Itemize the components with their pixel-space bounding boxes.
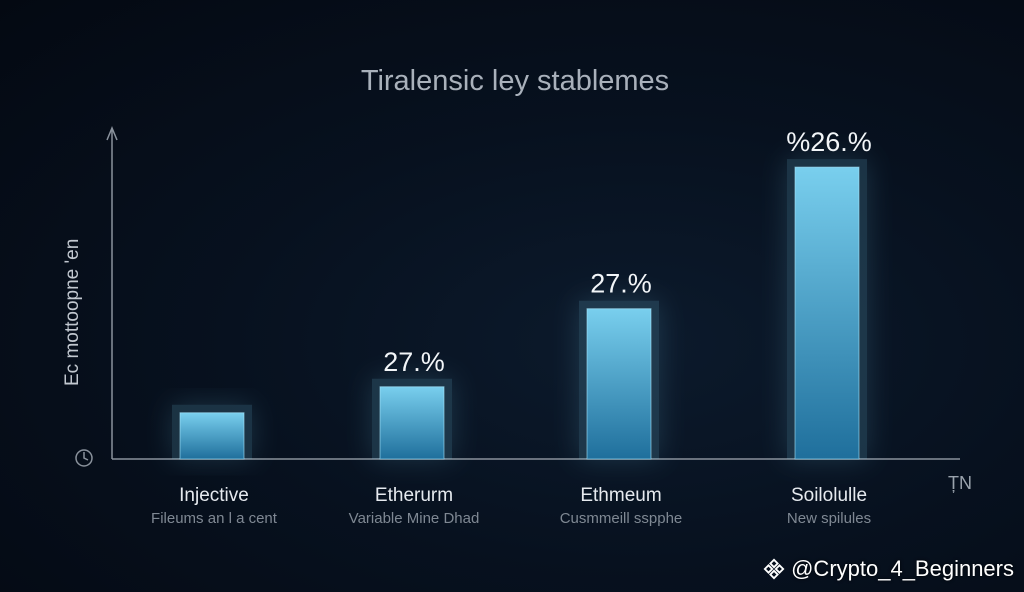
- chart-title: Tiralensic ley stablemes: [361, 65, 669, 97]
- bar-value-label: 27.%: [590, 269, 652, 299]
- clock-icon: [75, 449, 93, 467]
- x-tick-sublabel: Fileums an l a cent: [151, 510, 278, 527]
- bars-group: [172, 159, 867, 460]
- watermark: @Crypto_4_Beginners: [763, 556, 1014, 582]
- x-tick-sublabel: Cusmmeill sspphe: [560, 510, 683, 527]
- binance-logo-icon: [763, 558, 785, 580]
- x-tick-sublabel: New spilules: [787, 510, 871, 527]
- y-axis-label: Ec mottoopne 'en: [62, 239, 83, 386]
- x-tick-label: Injective: [179, 485, 249, 506]
- bar-etherurm: [379, 386, 445, 460]
- y-axis-arrow: [106, 126, 118, 141]
- x-tick-label: Soilolulle: [791, 485, 867, 506]
- labels-group: Injective Fileums an l a cent 27.% Etherurm…: [151, 127, 872, 527]
- watermark-text: @Crypto_4_Beginners: [791, 556, 1014, 581]
- bar-injective: [179, 412, 245, 460]
- bar-soilolulle: [794, 166, 860, 460]
- bar-ethmeum: [586, 308, 652, 460]
- x-tick-label: Ethmeum: [580, 485, 661, 506]
- x-tick-label: Etherurm: [375, 485, 453, 506]
- x-axis-corner-label: ȚN: [948, 473, 972, 493]
- x-tick-sublabel: Variable Mine Dhad: [349, 510, 480, 527]
- bar-value-label: 27.%: [383, 347, 445, 377]
- bar-value-label: %26.%: [786, 127, 872, 157]
